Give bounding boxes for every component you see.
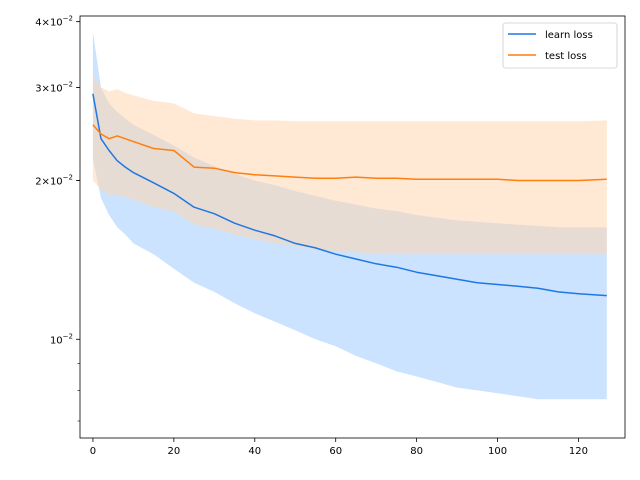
- y-tick-label: 3×10−2: [35, 81, 73, 95]
- x-tick-label: 80: [410, 446, 423, 457]
- y-tick-exponent: −2: [63, 173, 73, 181]
- y-tick-base: 10: [50, 84, 63, 95]
- y-tick-mantissa: 2×: [35, 176, 50, 187]
- x-tick-label: 120: [569, 446, 588, 457]
- y-tick-label: 10−2: [50, 332, 73, 346]
- x-tick-label: 100: [488, 446, 507, 457]
- y-tick-label: 2×10−2: [35, 173, 73, 187]
- x-tick-label: 20: [168, 446, 181, 457]
- x-tick-label: 0: [90, 446, 96, 457]
- learn-loss-line: [92, 93, 607, 297]
- y-tick-exponent: −2: [63, 81, 73, 89]
- y-tick-exponent: −2: [63, 332, 73, 340]
- y-tick-base: 10: [50, 176, 63, 187]
- series-lines: [92, 93, 607, 297]
- y-tick-label: 4×10−2: [35, 15, 73, 29]
- y-tick-base: 10: [50, 335, 63, 346]
- x-tick-label: 60: [329, 446, 342, 457]
- y-tick-base: 10: [50, 18, 63, 29]
- legend: learn loss test loss: [502, 22, 618, 69]
- legend-label-learn-loss: learn loss: [545, 30, 593, 41]
- x-tick-label: 40: [248, 446, 261, 457]
- confidence-bands: [92, 31, 607, 400]
- x-axis-ticks: 0 20 40 60 80 100 120: [90, 438, 588, 457]
- plot-frame: [79, 15, 626, 439]
- test-loss-line: [92, 124, 607, 182]
- y-axis-ticks: 10−22×10−23×10−24×10−2: [35, 15, 80, 422]
- test-loss-band: [92, 74, 607, 255]
- legend-label-test-loss: test loss: [545, 51, 587, 62]
- y-tick-mantissa: 4×: [35, 18, 50, 29]
- y-tick-exponent: −2: [63, 15, 73, 23]
- y-tick-mantissa: 3×: [35, 84, 50, 95]
